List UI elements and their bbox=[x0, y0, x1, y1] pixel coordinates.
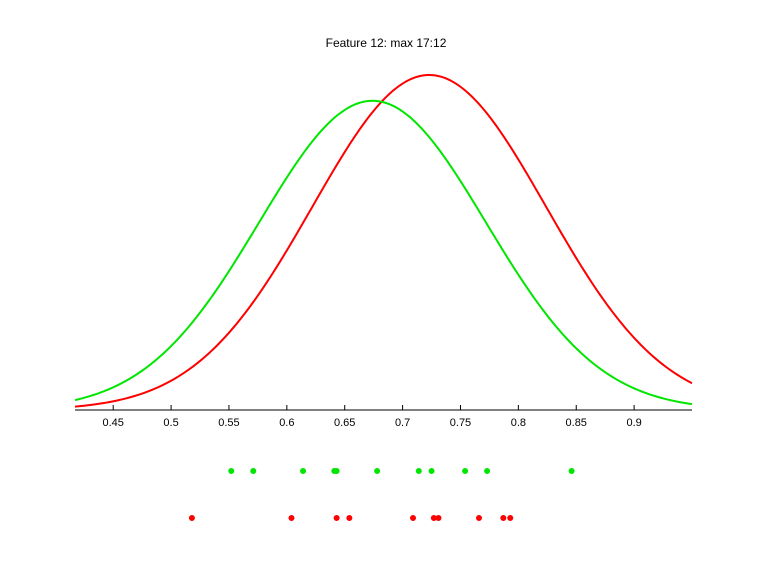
series-0-point bbox=[500, 515, 507, 521]
series-1-point bbox=[300, 468, 307, 474]
series-1-point bbox=[428, 468, 435, 474]
x-tick-label: 0.85 bbox=[566, 417, 587, 429]
series-0-point bbox=[435, 515, 442, 521]
series-1-curve bbox=[74, 99, 693, 406]
x-tick-label: 0.55 bbox=[218, 417, 239, 429]
x-ticks-layer: 0.45 0.5 0.55 0.6 0.65 0.7 0.75 0.8 0.85 0.9 bbox=[102, 405, 642, 429]
curves-layer bbox=[74, 73, 693, 408]
series-0-point bbox=[333, 515, 340, 521]
x-tick-label: 0.7 bbox=[395, 417, 410, 429]
x-tick-label: 0.45 bbox=[102, 417, 123, 429]
series-1-point bbox=[462, 468, 469, 474]
x-tick-label: 0.65 bbox=[334, 417, 355, 429]
series-0-point bbox=[476, 515, 483, 521]
series-0-curve bbox=[74, 73, 693, 408]
x-tick-label: 0.5 bbox=[163, 417, 178, 429]
series-0-point bbox=[288, 515, 295, 521]
x-tick-label: 0.6 bbox=[279, 417, 294, 429]
series-1-point bbox=[333, 468, 340, 474]
series-1-point bbox=[374, 468, 381, 474]
points-layer bbox=[188, 468, 575, 521]
series-1-point bbox=[568, 468, 575, 474]
x-tick-label: 0.9 bbox=[626, 417, 641, 429]
series-0-point bbox=[507, 515, 514, 521]
series-0-point bbox=[410, 515, 417, 521]
series-1-point bbox=[415, 468, 422, 474]
x-tick-label: 0.8 bbox=[511, 417, 526, 429]
series-0-point bbox=[346, 515, 353, 521]
series-1-point bbox=[484, 468, 491, 474]
x-tick-label: 0.75 bbox=[450, 417, 471, 429]
chart-title: Feature 12: max 17:12 bbox=[326, 36, 447, 50]
series-1-point bbox=[228, 468, 235, 474]
series-0-point bbox=[188, 515, 195, 521]
series-1-point bbox=[250, 468, 257, 474]
